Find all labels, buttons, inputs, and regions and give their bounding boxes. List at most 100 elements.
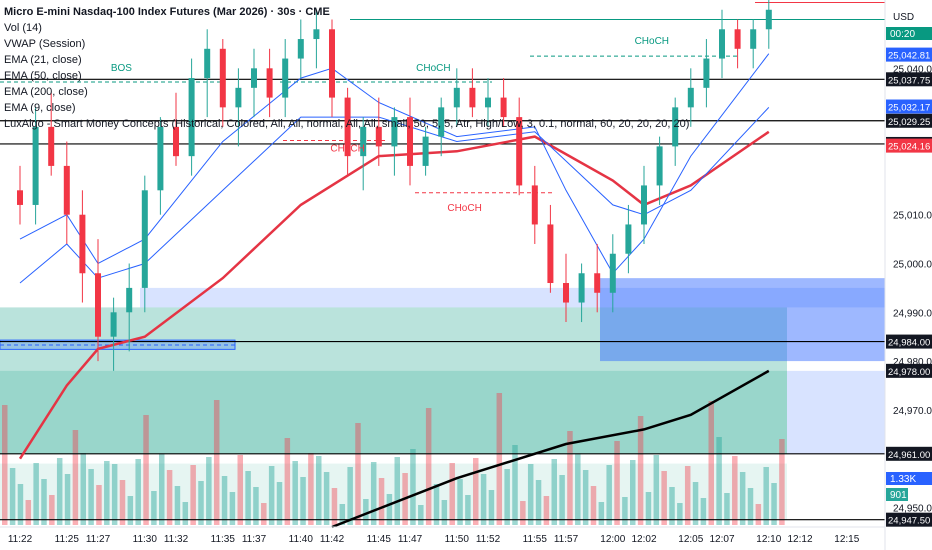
volume-bar: [661, 471, 667, 525]
volume-bar: [700, 498, 707, 525]
candle-body: [765, 9, 772, 30]
volume-bar: [504, 469, 510, 525]
volume-bar: [292, 461, 298, 525]
smc-label: CHoCH: [635, 36, 669, 47]
price-label-bg: [886, 138, 932, 153]
candle-body: [407, 117, 413, 166]
price-label-bg: [886, 446, 932, 461]
volume-bar: [567, 431, 573, 525]
volume-bar: [261, 503, 267, 525]
candle-body: [641, 185, 647, 225]
candle-body: [173, 126, 179, 157]
volume-bar: [96, 485, 102, 525]
time-tick: 11:25: [55, 534, 80, 545]
volume-bar: [370, 462, 377, 525]
time-tick: 11:35: [211, 534, 236, 545]
candle-body: [469, 87, 476, 108]
time-tick: 11:37: [242, 534, 267, 545]
volume-bar: [119, 480, 126, 525]
candle-body: [453, 87, 460, 108]
volume-bar: [512, 445, 518, 525]
volume-bar: [2, 405, 8, 525]
volume-bar: [41, 479, 47, 525]
volume-bar: [237, 455, 243, 525]
time-tick: 11:22: [8, 534, 33, 545]
volume-bar: [418, 505, 424, 525]
volume-bar: [17, 484, 24, 525]
demand-zone: [0, 307, 787, 454]
smc-label: BOS: [587, 0, 608, 3]
volume-bar: [64, 474, 71, 525]
candles: [17, 0, 772, 371]
indicator-vwap[interactable]: VWAP (Session): [4, 38, 86, 50]
indicator-smc[interactable]: LuxAlgo - Smart Money Concepts (Historic…: [4, 118, 690, 130]
candle-body: [329, 29, 335, 98]
price-tick: 24,950.00: [893, 503, 932, 514]
volume-bar: [614, 441, 620, 525]
current-price-tag: [886, 27, 932, 40]
volume-bar: [465, 495, 471, 525]
volume-bar: [543, 496, 550, 525]
indicator-vol[interactable]: Vol (14): [4, 22, 42, 34]
candle-body: [516, 117, 523, 186]
indicator-ema50[interactable]: EMA (50, close): [4, 70, 82, 82]
order-block-bull: [600, 278, 885, 362]
candle-body: [438, 107, 445, 137]
volume-bar: [763, 467, 769, 525]
candle-body: [63, 165, 70, 215]
supply-band: [140, 287, 885, 308]
candle-body: [251, 68, 257, 88]
currency-label[interactable]: USD: [893, 12, 914, 23]
time-tick: 11:55: [523, 534, 548, 545]
volume-bar: [229, 492, 236, 525]
volume-bar: [645, 492, 652, 525]
volume-bar: [622, 497, 628, 525]
price-label-bg: [886, 99, 932, 114]
volume-bar: [300, 477, 306, 525]
time-tick: 11:40: [289, 534, 314, 545]
candle-body: [609, 253, 616, 293]
volume-bar: [755, 504, 762, 525]
demand-zone-inner: [0, 370, 787, 454]
volume-bar: [206, 457, 212, 525]
candle-body: [656, 146, 663, 186]
volume-bar: [473, 458, 479, 525]
price-axis: USD 00:20 1.33K 901 25,040.00 25,010.00 25…: [886, 12, 932, 527]
volume-bar: [331, 488, 338, 525]
volume-bar: [779, 439, 785, 525]
candle-body: [391, 117, 398, 147]
volume-bar: [394, 457, 400, 525]
volume-bar: [441, 500, 448, 525]
candle-body: [360, 126, 367, 157]
candle-body: [547, 224, 554, 284]
volume-bar: [339, 504, 346, 525]
volume-tag: [886, 472, 932, 485]
volume-bar: [724, 493, 730, 525]
candle-body: [594, 273, 601, 293]
volume-bar: [198, 481, 204, 525]
smc-label: CHoCH: [447, 203, 481, 214]
time-tick: 12:05: [678, 534, 703, 545]
time-tick: 12:10: [756, 534, 781, 545]
indicator-ema9[interactable]: EMA (9, close): [4, 102, 76, 114]
volume-bar: [276, 482, 283, 525]
volume-bar: [771, 483, 777, 525]
volume-tag2-text: 901: [890, 490, 907, 501]
volume-tag2: [886, 488, 908, 501]
volume-bar: [457, 479, 463, 525]
candle-body: [110, 312, 117, 337]
time-tick: 11:50: [445, 534, 470, 545]
ob-extension: [787, 370, 885, 454]
volume-bar: [747, 488, 754, 525]
price-tick: 24,970.00: [893, 406, 932, 417]
volume-bar: [135, 459, 141, 525]
volume-bar: [355, 423, 361, 525]
indicator-ema21[interactable]: EMA (21, close): [4, 54, 82, 66]
volume-bar: [527, 464, 534, 525]
volume-bar: [598, 502, 605, 525]
indicator-ema200[interactable]: EMA (200, close): [4, 86, 88, 98]
price-label-bg: [886, 113, 932, 128]
price-label: 25,042.81: [888, 51, 930, 62]
price-tick: 24,990.00: [893, 308, 932, 319]
